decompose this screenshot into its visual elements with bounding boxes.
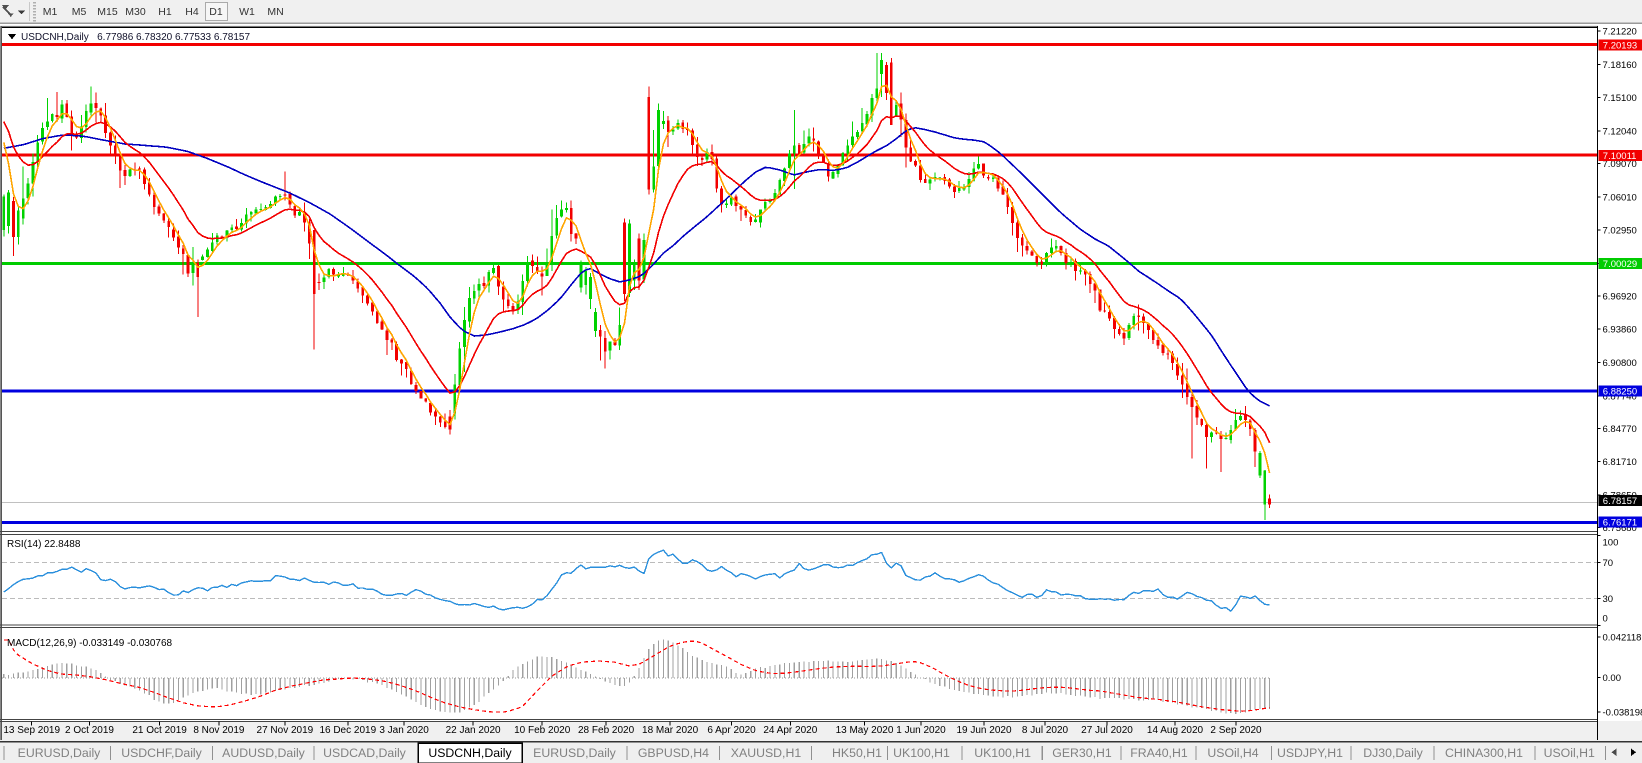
svg-text:HK50,H1: HK50,H1 (832, 746, 882, 760)
svg-text:W1: W1 (239, 6, 255, 18)
svg-text:7.06010: 7.06010 (1603, 192, 1637, 203)
svg-text:USOil,H4: USOil,H4 (1207, 746, 1258, 760)
svg-text:14 Aug 2020: 14 Aug 2020 (1147, 725, 1204, 736)
svg-text:7.10011: 7.10011 (1603, 151, 1637, 162)
svg-text:7.00029: 7.00029 (1603, 259, 1637, 270)
svg-text:100: 100 (1603, 538, 1619, 549)
svg-text:10 Feb 2020: 10 Feb 2020 (514, 725, 571, 736)
svg-text:27 Nov 2019: 27 Nov 2019 (257, 725, 314, 736)
svg-text:6.76171: 6.76171 (1603, 518, 1637, 529)
svg-text:7.02950: 7.02950 (1603, 226, 1637, 237)
svg-text:3 Jan 2020: 3 Jan 2020 (379, 725, 429, 736)
svg-text:30: 30 (1603, 594, 1614, 605)
svg-text:MN: MN (267, 6, 283, 18)
svg-text:USDCNH,Daily: USDCNH,Daily (428, 746, 512, 760)
svg-text:USDCHF,Daily: USDCHF,Daily (121, 746, 202, 760)
svg-text:M1: M1 (43, 6, 58, 18)
svg-text:0.00: 0.00 (1603, 673, 1622, 684)
svg-text:7.18160: 7.18160 (1603, 60, 1637, 71)
svg-text:EURUSD,Daily: EURUSD,Daily (533, 746, 617, 760)
svg-text:EURUSD,Daily: EURUSD,Daily (18, 746, 102, 760)
svg-text:8 Jul 2020: 8 Jul 2020 (1022, 725, 1069, 736)
svg-text:-0.038198: -0.038198 (1603, 707, 1642, 718)
svg-text:M15: M15 (97, 6, 118, 18)
svg-text:6.90800: 6.90800 (1603, 358, 1637, 369)
svg-text:0: 0 (1603, 614, 1608, 625)
svg-text:RSI(14) 22.8488: RSI(14) 22.8488 (7, 539, 81, 550)
svg-text:CHINA300,H1: CHINA300,H1 (1445, 746, 1523, 760)
svg-text:DJ30,Daily: DJ30,Daily (1363, 746, 1423, 760)
svg-text:1 Jun 2020: 1 Jun 2020 (896, 725, 946, 736)
svg-text:22 Jan 2020: 22 Jan 2020 (446, 725, 501, 736)
svg-text:7.12040: 7.12040 (1603, 127, 1637, 138)
svg-text:2 Oct 2019: 2 Oct 2019 (65, 725, 114, 736)
svg-text:7.20193: 7.20193 (1603, 41, 1637, 52)
svg-text:6.96920: 6.96920 (1603, 291, 1637, 302)
svg-text:MACD(12,26,9) -0.033149 -0.030: MACD(12,26,9) -0.033149 -0.030768 (7, 638, 173, 649)
svg-text:28 Feb 2020: 28 Feb 2020 (578, 725, 635, 736)
svg-text:13 May 2020: 13 May 2020 (836, 725, 894, 736)
svg-text:M30: M30 (125, 6, 146, 18)
svg-text:18 Mar 2020: 18 Mar 2020 (642, 725, 699, 736)
svg-text:FRA40,H1: FRA40,H1 (1130, 746, 1188, 760)
svg-text:6.93860: 6.93860 (1603, 325, 1637, 336)
svg-text:6.81710: 6.81710 (1603, 457, 1637, 468)
svg-text:27 Jul 2020: 27 Jul 2020 (1081, 725, 1133, 736)
svg-text:16 Dec 2019: 16 Dec 2019 (319, 725, 376, 736)
svg-text:D1: D1 (209, 6, 223, 18)
svg-text:0.042118: 0.042118 (1603, 633, 1642, 644)
svg-text:USDCNH,Daily 6.77986 6.78320: USDCNH,Daily 6.77986 6.78320 6.77533 6.7… (21, 32, 250, 43)
svg-text:7.09070: 7.09070 (1603, 159, 1637, 170)
svg-text:7.15100: 7.15100 (1603, 93, 1637, 104)
svg-text:UK100,H1: UK100,H1 (893, 746, 950, 760)
svg-text:70: 70 (1603, 558, 1614, 569)
svg-text:7.21220: 7.21220 (1603, 27, 1637, 38)
svg-text:USOil,H1: USOil,H1 (1544, 746, 1595, 760)
svg-text:19 Jun 2020: 19 Jun 2020 (956, 725, 1011, 736)
svg-text:USDCAD,Daily: USDCAD,Daily (323, 746, 407, 760)
svg-text:6 Apr 2020: 6 Apr 2020 (707, 725, 756, 736)
svg-text:UK100,H1: UK100,H1 (974, 746, 1031, 760)
svg-text:USDJPY,H1: USDJPY,H1 (1277, 746, 1343, 760)
svg-text:H1: H1 (158, 6, 172, 18)
svg-text:6.84770: 6.84770 (1603, 424, 1637, 435)
svg-text:8 Nov 2019: 8 Nov 2019 (193, 725, 245, 736)
svg-text:GBPUSD,H4: GBPUSD,H4 (638, 746, 709, 760)
svg-text:XAUUSD,H1: XAUUSD,H1 (731, 746, 802, 760)
svg-text:6.75680: 6.75680 (1603, 523, 1637, 534)
svg-text:21 Oct 2019: 21 Oct 2019 (132, 725, 187, 736)
svg-text:6.78157: 6.78157 (1603, 496, 1637, 507)
svg-text:M5: M5 (72, 6, 87, 18)
svg-text:2 Sep 2020: 2 Sep 2020 (1210, 725, 1262, 736)
svg-text:GER30,H1: GER30,H1 (1052, 746, 1112, 760)
svg-text:H4: H4 (185, 6, 199, 18)
svg-text:13 Sep 2019: 13 Sep 2019 (3, 725, 60, 736)
svg-text:6.87740: 6.87740 (1603, 391, 1637, 402)
svg-text:24 Apr 2020: 24 Apr 2020 (763, 725, 817, 736)
svg-text:AUDUSD,Daily: AUDUSD,Daily (222, 746, 306, 760)
svg-text:6.88250: 6.88250 (1603, 387, 1637, 398)
